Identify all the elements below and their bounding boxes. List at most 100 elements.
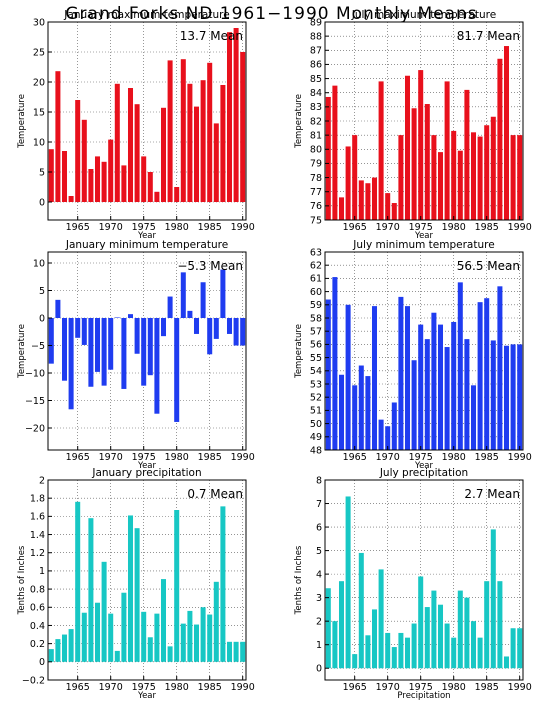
ytick-label: 79	[310, 159, 322, 170]
ytick-label: 15	[33, 107, 45, 118]
ytick-label: 80	[310, 145, 322, 156]
bar-1986	[213, 318, 219, 339]
ytick-label: −0.2	[22, 675, 45, 686]
xtick-label: 1970	[376, 222, 400, 233]
bar-1967	[365, 635, 371, 669]
ytick-label: 3	[316, 593, 322, 604]
bar-1974	[134, 528, 140, 662]
bar-1968	[94, 318, 101, 372]
bar-1968	[94, 156, 101, 202]
bar-1973	[127, 314, 134, 318]
ytick-label: 10	[33, 258, 45, 269]
bar-1974	[411, 623, 417, 669]
bar-1981	[180, 272, 186, 318]
bar-1982	[187, 83, 193, 202]
mean-annotation: 0.7 Mean	[187, 487, 243, 501]
bar-1970	[108, 613, 114, 662]
bar-1978	[160, 107, 167, 202]
bar-1986	[490, 529, 496, 669]
bar-1963	[338, 374, 345, 450]
ytick-label: 77	[310, 187, 322, 198]
bar-1987	[497, 58, 503, 221]
ytick-label: 82	[310, 116, 322, 127]
bar-1966	[358, 365, 364, 450]
bar-1983	[470, 621, 477, 669]
plot-frame	[47, 21, 247, 221]
bar-1977	[154, 191, 160, 202]
ytick-label: 30	[33, 17, 45, 28]
ytick-label: 50	[310, 419, 322, 430]
bar-1990	[517, 344, 523, 450]
bar-1964	[345, 496, 351, 669]
bar-1966	[81, 612, 87, 662]
ytick-label: 51	[310, 406, 322, 417]
bar-1975	[141, 611, 147, 662]
ytick-label: 5	[39, 167, 45, 178]
ytick-label: 2	[39, 475, 45, 486]
bar-1985	[484, 298, 490, 450]
bar-1989	[233, 641, 239, 662]
bar-1966	[358, 180, 364, 220]
ytick-label: 75	[310, 215, 322, 226]
xtick-label: 1980	[442, 452, 466, 463]
bar-1983	[470, 132, 477, 220]
bar-1962	[332, 85, 338, 220]
bar-1981	[180, 59, 186, 203]
xtick-label: 1980	[442, 682, 466, 693]
bar-1968	[371, 609, 378, 669]
bar-1964	[345, 146, 351, 220]
chart-title: January minimum temperature	[65, 239, 228, 251]
bar-1969	[101, 161, 107, 202]
bar-1962	[332, 621, 338, 669]
ytick-label: −15	[25, 396, 45, 407]
bar-1971	[391, 647, 397, 669]
ytick-label: −5	[31, 341, 45, 352]
ytick-label: 0	[39, 657, 45, 668]
chart-jan-max-temp: January maximum temperature 0 5 10 15 20 25 30 1…	[17, 9, 255, 241]
bar-1972	[398, 135, 404, 220]
bar-1987	[497, 286, 503, 450]
ytick-label: 0.6	[30, 603, 45, 614]
bar-1968	[371, 177, 378, 220]
bar-1961	[325, 299, 331, 450]
ytick-label: 58	[310, 313, 322, 324]
xtick-label: 1985	[475, 452, 499, 463]
bar-1962	[55, 639, 61, 662]
ytick-label: 57	[310, 327, 322, 338]
bar-1972	[398, 296, 404, 450]
ytick-label: 78	[310, 173, 322, 184]
ytick-label: 60	[310, 287, 322, 298]
bar-1989	[233, 318, 239, 346]
ytick-label: 1	[316, 640, 322, 651]
chart-title: July maximum temperature	[351, 9, 496, 21]
bar-1965	[352, 654, 358, 669]
bar-1964	[68, 196, 74, 202]
mean-annotation: 2.7 Mean	[464, 487, 520, 501]
xtick-label: 1985	[198, 222, 222, 233]
bar-1961	[48, 318, 54, 364]
chart-jul-max-temp: July maximum temperature 75 76 77 78 79 80 81 82…	[294, 9, 532, 241]
bar-1986	[490, 116, 496, 220]
bar-1978	[160, 318, 167, 337]
chart-jul-min-temp: July minimum temperature 48 49 50 51 52 53 54 55…	[294, 239, 532, 471]
bar-1977	[154, 318, 160, 414]
xtick-label: 1975	[132, 452, 156, 463]
bar-1988	[226, 32, 233, 203]
bar-1974	[411, 360, 417, 450]
plot-frame	[324, 251, 524, 451]
ytick-label: 86	[310, 60, 322, 71]
bar-1974	[134, 104, 140, 202]
bar-1962	[332, 277, 338, 450]
bar-1968	[371, 306, 378, 450]
ytick-label: 63	[310, 247, 322, 258]
bar-1979	[444, 81, 450, 221]
bar-1963	[61, 151, 68, 202]
bar-1973	[127, 88, 134, 202]
bar-1967	[88, 169, 94, 202]
plot-frame	[47, 251, 247, 451]
ytick-label: −10	[25, 368, 45, 379]
bar-1965	[75, 501, 81, 662]
bar-1988	[503, 46, 510, 221]
bar-1981	[457, 150, 463, 220]
xtick-label: 1985	[475, 222, 499, 233]
